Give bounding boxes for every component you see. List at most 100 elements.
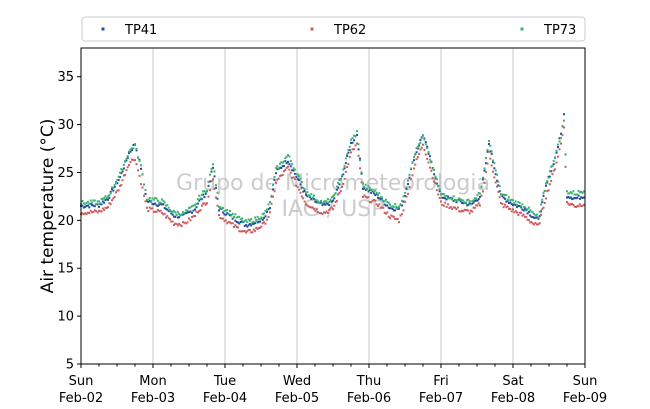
data-point <box>158 201 161 204</box>
data-point <box>84 205 87 208</box>
data-point <box>219 207 222 210</box>
data-point <box>124 174 127 177</box>
data-point <box>276 165 279 168</box>
data-point <box>111 188 113 191</box>
data-point <box>276 168 279 171</box>
data-point <box>161 203 163 206</box>
data-point <box>218 205 220 208</box>
data-point <box>375 193 378 196</box>
data-point <box>81 200 84 203</box>
data-point <box>342 168 345 171</box>
data-point <box>504 197 506 200</box>
data-point <box>470 209 472 212</box>
data-point <box>527 206 530 209</box>
data-point <box>119 171 121 174</box>
data-point <box>545 182 547 185</box>
data-point <box>500 202 502 205</box>
data-point <box>338 183 341 186</box>
data-point <box>346 155 349 158</box>
data-point <box>385 212 387 215</box>
data-point <box>257 220 260 223</box>
data-point <box>382 199 385 202</box>
data-point <box>283 170 285 173</box>
data-point <box>569 203 572 206</box>
data-point <box>533 223 535 226</box>
data-point <box>356 142 358 145</box>
data-point <box>269 201 271 204</box>
data-point <box>326 198 329 201</box>
data-point <box>199 209 202 212</box>
data-point <box>212 166 214 169</box>
data-point <box>476 194 479 197</box>
data-point <box>152 203 155 206</box>
data-point <box>302 197 305 200</box>
data-point <box>394 209 397 212</box>
data-point <box>224 213 227 216</box>
data-point <box>280 166 283 169</box>
data-point <box>489 150 492 153</box>
data-point <box>126 166 129 169</box>
data-point <box>194 215 196 218</box>
series-TP62 <box>80 126 585 234</box>
data-point <box>329 198 332 201</box>
data-point <box>281 173 284 176</box>
x-tick-date-label: Feb-05 <box>275 391 319 406</box>
data-point <box>117 178 120 181</box>
data-point <box>448 207 451 210</box>
data-point <box>138 159 141 162</box>
data-point <box>410 178 412 181</box>
data-point <box>367 190 370 193</box>
data-point <box>502 193 505 196</box>
data-point <box>161 198 163 201</box>
data-point <box>284 168 287 171</box>
data-point <box>407 183 409 186</box>
data-point <box>512 199 514 202</box>
data-point <box>156 199 159 202</box>
data-point <box>467 198 470 201</box>
data-point <box>537 216 540 219</box>
data-point <box>264 222 267 225</box>
data-point <box>522 209 525 212</box>
data-point <box>194 203 196 206</box>
data-point <box>550 179 553 182</box>
data-point <box>475 197 478 200</box>
data-point <box>209 189 211 192</box>
data-point <box>210 180 213 183</box>
data-point <box>186 211 189 214</box>
data-point <box>552 160 555 163</box>
data-point <box>486 148 489 151</box>
data-point <box>526 218 529 221</box>
data-point <box>179 214 182 217</box>
data-point <box>309 206 311 209</box>
legend-marker <box>520 27 524 31</box>
data-point <box>466 199 469 202</box>
data-point <box>309 195 311 198</box>
data-point <box>270 202 273 205</box>
data-point <box>428 155 431 158</box>
data-point <box>389 203 391 206</box>
data-point <box>84 203 87 206</box>
data-point <box>431 176 434 179</box>
data-point <box>506 198 509 201</box>
data-point <box>188 206 190 209</box>
data-point <box>581 204 584 207</box>
data-point <box>533 216 535 219</box>
data-point <box>292 169 295 172</box>
data-point <box>471 202 474 205</box>
data-point <box>112 197 115 200</box>
data-point <box>233 225 235 228</box>
data-point <box>272 195 274 198</box>
data-point <box>482 176 484 179</box>
data-point <box>462 199 465 202</box>
data-point <box>415 151 418 154</box>
data-point <box>558 137 561 140</box>
data-point <box>459 198 462 201</box>
data-point <box>206 202 208 205</box>
data-point <box>323 211 325 214</box>
data-point <box>526 212 529 215</box>
data-point <box>261 218 264 221</box>
data-point <box>154 202 157 205</box>
data-point <box>247 228 250 231</box>
data-point <box>320 201 322 204</box>
data-point <box>552 169 555 172</box>
